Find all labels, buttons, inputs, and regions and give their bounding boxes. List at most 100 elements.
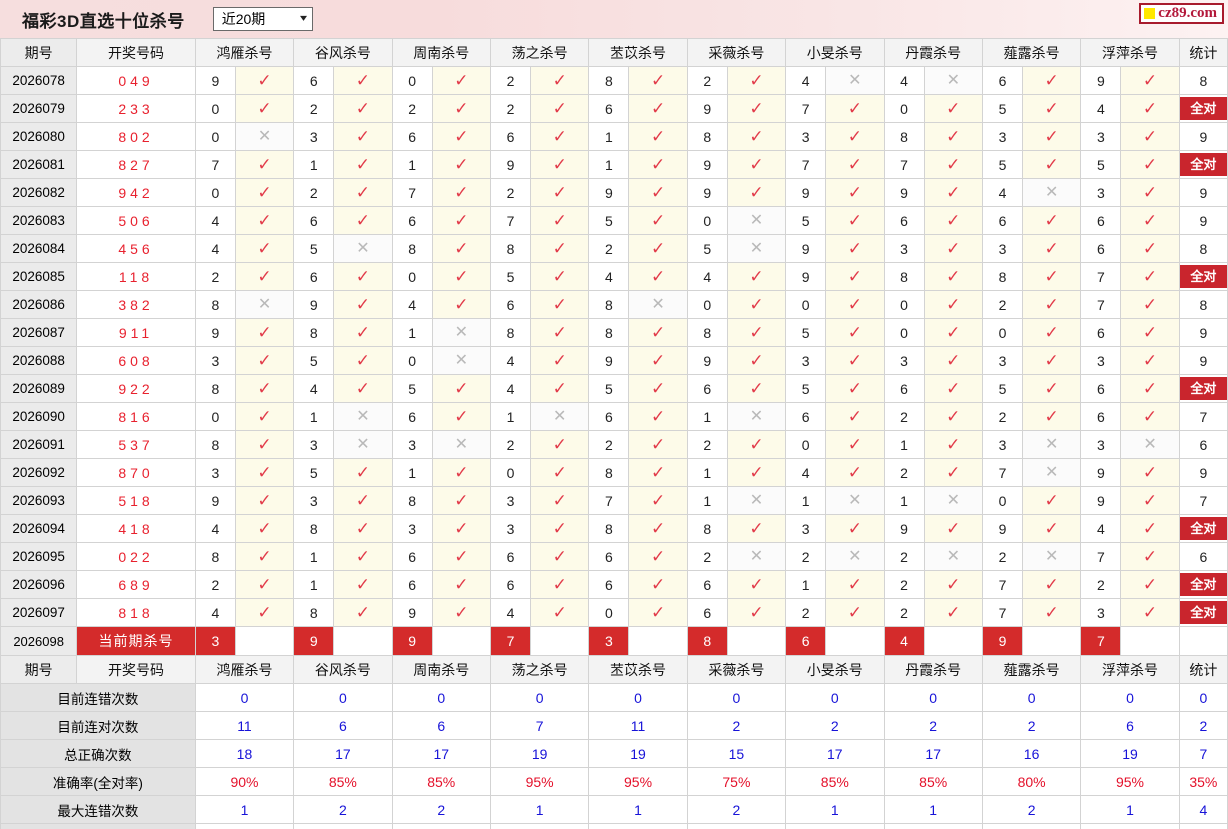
check-icon: ✓ — [749, 435, 764, 454]
cell-kill-number: 0 — [883, 318, 925, 347]
cell-result-mark: ✓ — [333, 290, 393, 319]
period-range-select[interactable]: 近20期 ▾ — [212, 7, 313, 31]
cell-result-mark: ✕ — [726, 486, 787, 515]
footer-stat-value: 5 — [686, 823, 787, 829]
check-icon: ✓ — [847, 603, 862, 622]
cell-result-mark: ✓ — [333, 598, 393, 627]
check-icon: ✓ — [749, 323, 764, 342]
check-icon: ✓ — [1044, 407, 1059, 426]
footer-stat-value: 19 — [588, 739, 688, 768]
cell-kill-number: 5 — [588, 374, 630, 403]
cell-result-mark: ✓ — [825, 430, 885, 459]
cell-current-mark-placeholder — [431, 626, 491, 656]
column-header: 统计 — [1178, 38, 1228, 67]
check-icon: ✓ — [257, 99, 272, 118]
cell-kill-number: 9 — [194, 486, 236, 515]
cell-kill-number: 2 — [194, 570, 236, 599]
table-row: 2026085 118 2 ✓ 6 ✓ 0 ✓ 5 ✓ 4 ✓ 4 ✓ 9 ✓ 8 ✓ 8 ✓ 7 ✓ 全对 — [0, 262, 1228, 291]
cell-result-mark: ✓ — [1120, 234, 1180, 263]
cell-result-mark: ✓ — [923, 430, 983, 459]
cell-kill-number: 9 — [1080, 66, 1122, 95]
cell-kill-number: 6 — [1080, 318, 1122, 347]
cell-result-mark: ✓ — [333, 514, 393, 543]
check-icon: ✓ — [650, 491, 666, 510]
cell-result-mark: ✓ — [726, 178, 787, 207]
check-icon: ✓ — [257, 239, 272, 258]
cell-kill-number: 3 — [981, 346, 1024, 375]
cell-result-mark: ✕ — [1022, 430, 1082, 459]
cell-current-kill-number: 6 — [785, 626, 827, 656]
cell-draw-number: 922 — [76, 374, 196, 403]
cell-kill-number: 6 — [391, 122, 433, 151]
check-icon: ✓ — [355, 127, 371, 146]
cell-result-mark: ✓ — [333, 150, 393, 179]
cell-kill-number: 0 — [981, 318, 1024, 347]
cell-kill-number: 9 — [981, 514, 1024, 543]
cell-statistic: 7 — [1178, 402, 1228, 431]
check-icon: ✓ — [257, 603, 272, 622]
cell-result-mark: ✕ — [333, 402, 393, 431]
check-icon: ✓ — [1044, 267, 1059, 286]
check-icon: ✓ — [1142, 239, 1158, 258]
cell-kill-number: 6 — [489, 122, 532, 151]
table-row: 2026081 827 7 ✓ 1 ✓ 1 ✓ 9 ✓ 1 ✓ 9 ✓ 7 ✓ 7 ✓ 5 ✓ 5 ✓ 全对 — [0, 150, 1228, 179]
footer-stat-value: 6 — [293, 711, 393, 740]
cell-kill-number: 8 — [981, 262, 1024, 291]
cell-result-mark: ✓ — [431, 66, 491, 95]
cell-kill-number: 2 — [194, 262, 236, 291]
cell-result-mark: ✓ — [530, 318, 590, 347]
table-row: 2026089 922 8 ✓ 4 ✓ 5 ✓ 4 ✓ 5 ✓ 6 ✓ 5 ✓ 6 ✓ 5 ✓ 6 ✓ 全对 — [0, 374, 1228, 403]
cell-result-mark: ✓ — [234, 374, 295, 403]
cell-result-mark: ✓ — [1022, 290, 1082, 319]
cell-kill-number: 2 — [883, 598, 925, 627]
cell-kill-number: 5 — [785, 318, 827, 347]
cell-kill-number: 6 — [1080, 374, 1122, 403]
cell-draw-number: 233 — [76, 94, 196, 123]
cell-kill-number: 9 — [785, 262, 827, 291]
check-icon: ✓ — [1142, 127, 1158, 146]
cell-result-mark: ✓ — [234, 94, 295, 123]
cell-draw-number: 816 — [76, 402, 196, 431]
cell-result-mark: ✓ — [1022, 598, 1082, 627]
check-icon: ✓ — [650, 239, 666, 258]
cell-result-mark: ✓ — [825, 122, 885, 151]
check-icon: ✓ — [847, 435, 862, 454]
cell-result-mark: ✓ — [1120, 542, 1180, 571]
check-icon: ✓ — [650, 575, 666, 594]
cell-kill-number: 9 — [686, 178, 728, 207]
cell-result-mark: ✓ — [530, 570, 590, 599]
current-period-row: 2026098 当前期杀号 3 9 9 7 3 8 6 4 9 7 — [0, 626, 1228, 656]
check-icon: ✓ — [650, 127, 666, 146]
table-row: 2026096 689 2 ✓ 1 ✓ 6 ✓ 6 ✓ 6 ✓ 6 ✓ 1 ✓ 2 ✓ 7 ✓ 2 ✓ 全对 — [0, 570, 1228, 599]
check-icon: ✓ — [1142, 211, 1158, 230]
check-icon: ✓ — [355, 519, 371, 538]
check-icon: ✓ — [454, 71, 469, 90]
footer-stat-value: 2 — [981, 711, 1082, 740]
footer-stat-value: 0 — [293, 683, 393, 712]
cell-kill-number: 2 — [785, 598, 827, 627]
check-icon: ✓ — [1044, 351, 1059, 370]
check-icon: ✓ — [1142, 295, 1158, 314]
cell-kill-number: 4 — [391, 290, 433, 319]
cell-kill-number: 8 — [194, 542, 236, 571]
cell-kill-number: 3 — [489, 514, 532, 543]
footer-stat-value: 2 — [883, 711, 983, 740]
cell-kill-number: 3 — [785, 122, 827, 151]
cell-kill-number: 8 — [391, 486, 433, 515]
cell-result-mark: ✓ — [530, 262, 590, 291]
cell-kill-number: 1 — [588, 150, 630, 179]
check-icon: ✓ — [1044, 295, 1059, 314]
footer-stat-label: 目前连对次数 — [0, 711, 196, 740]
cell-kill-number: 6 — [686, 374, 728, 403]
cell-period: 2026084 — [0, 234, 78, 263]
check-icon: ✓ — [946, 463, 961, 482]
cell-result-mark: ✓ — [825, 206, 885, 235]
cross-icon: ✕ — [848, 547, 862, 565]
cell-result-mark: ✓ — [923, 374, 983, 403]
cell-result-mark: ✓ — [530, 150, 590, 179]
cell-result-mark: ✓ — [1120, 206, 1180, 235]
footer-stat-value: 0 — [489, 683, 590, 712]
footer-stat-value: 85% — [785, 767, 885, 796]
cell-result-mark: ✓ — [1022, 206, 1082, 235]
cell-period: 2026078 — [0, 66, 78, 95]
